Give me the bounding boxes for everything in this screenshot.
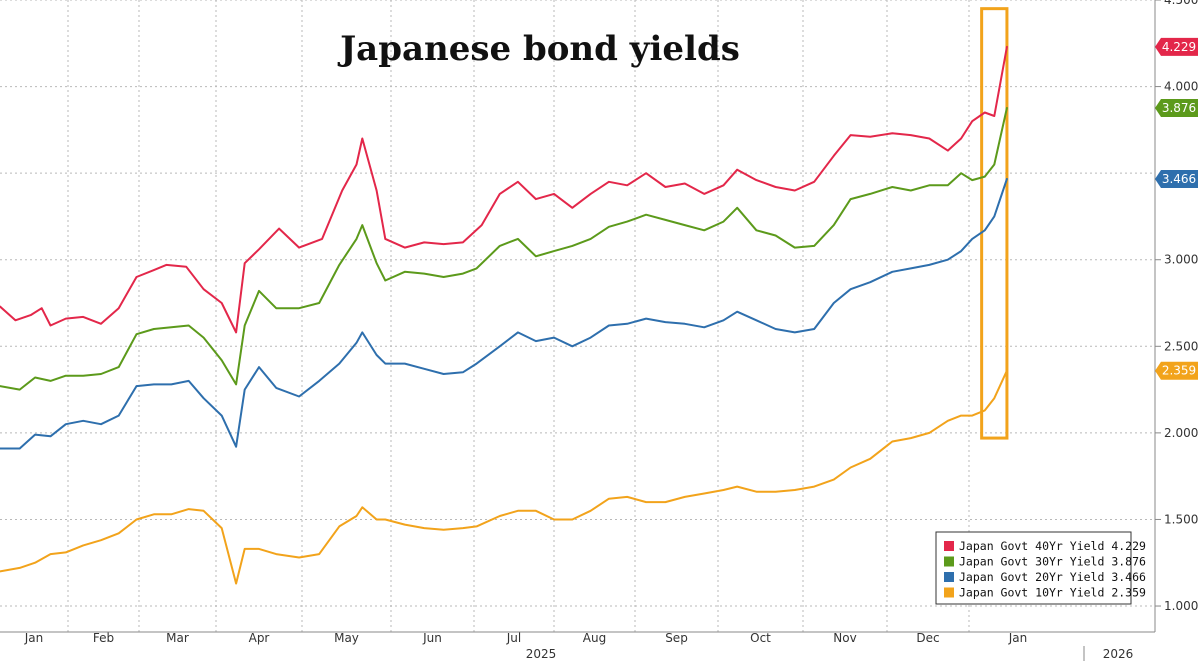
- y-tick-label: 2.500: [1164, 339, 1198, 353]
- last-value-tags: 4.229 3.876 3.466 2.359: [1155, 37, 1198, 380]
- last-value-tag: 2.359: [1155, 361, 1198, 380]
- legend-box: [935, 531, 1132, 605]
- x-tick-label: Jul: [506, 631, 521, 645]
- legend: Japan Govt 40Yr Yield 4.229 Japan Govt 30…: [935, 531, 1146, 605]
- last-value-tag: 4.229: [1155, 37, 1198, 56]
- legend-swatch: [944, 556, 954, 567]
- last-value-label: 3.876: [1162, 101, 1196, 115]
- series-line: [0, 45, 1008, 334]
- legend-item: Japan Govt 40Yr Yield 4.229: [944, 539, 1146, 553]
- legend-label: Japan Govt 20Yr Yield 3.466: [959, 570, 1146, 584]
- x-tick-label: Oct: [750, 631, 771, 645]
- x-tick-label: Jun: [422, 631, 442, 645]
- x-year-label: 2025: [526, 647, 557, 661]
- series-line: [0, 107, 1008, 391]
- highlight-layer: [980, 7, 1009, 440]
- y-tick-label: 1.500: [1164, 512, 1198, 526]
- last-value-tag: 3.466: [1155, 170, 1198, 189]
- legend-item: Japan Govt 10Yr Yield 2.359: [944, 586, 1146, 600]
- series-layer: [0, 45, 1008, 585]
- y-axis: 1.000 1.500 2.000 2.500 3.000 4.000 4.500: [1155, 0, 1198, 613]
- legend-swatch: [944, 541, 954, 551]
- x-tick-label: May: [334, 631, 359, 645]
- y-tick-label: 4.500: [1164, 0, 1198, 7]
- series-line: [0, 178, 1008, 450]
- y-tick-label: 3.000: [1164, 253, 1198, 267]
- x-tick-label: Mar: [166, 631, 189, 645]
- highlight-box: [980, 7, 1009, 440]
- grid-layer: [0, 0, 1155, 632]
- legend-label: Japan Govt 30Yr Yield 3.876: [959, 555, 1146, 569]
- last-value-tag-bg: [1155, 37, 1198, 56]
- legend-label: Japan Govt 40Yr Yield 4.229: [959, 539, 1146, 553]
- x-tick-label: Aug: [583, 631, 606, 645]
- legend-swatch: [944, 587, 954, 598]
- x-tick-label: Apr: [249, 631, 270, 645]
- legend-item: Japan Govt 30Yr Yield 3.876: [944, 555, 1146, 569]
- series-line: [0, 369, 1008, 585]
- x-year-label: 2026: [1103, 647, 1134, 661]
- y-tick-label: 1.000: [1164, 599, 1198, 613]
- last-value-tag-bg: [1155, 99, 1198, 118]
- x-tick-label: Jan: [24, 631, 44, 645]
- last-value-label: 4.229: [1162, 40, 1196, 54]
- y-tick-label: 4.000: [1164, 80, 1198, 94]
- x-axis: Jan Feb Mar Apr May Jun Jul Aug Sep Oct Nov Dec Jan 2…: [24, 631, 1134, 661]
- last-value-label: 3.466: [1162, 172, 1196, 186]
- y-tick-label: 2.000: [1164, 426, 1198, 440]
- last-value-tag: 3.876: [1155, 99, 1198, 118]
- last-value-label: 2.359: [1162, 364, 1196, 378]
- x-tick-label: Nov: [833, 631, 856, 645]
- chart-title: Japanese bond yields: [337, 29, 740, 69]
- legend-item: Japan Govt 20Yr Yield 3.466: [944, 570, 1146, 584]
- x-tick-label: Jan: [1008, 631, 1028, 645]
- x-tick-label: Dec: [916, 631, 939, 645]
- last-value-tag-bg: [1155, 361, 1198, 380]
- legend-label: Japan Govt 10Yr Yield 2.359: [959, 586, 1146, 600]
- legend-swatch: [944, 572, 954, 582]
- x-tick-label: Sep: [665, 631, 688, 645]
- x-tick-label: Feb: [93, 631, 114, 645]
- last-value-tag-bg: [1155, 170, 1198, 189]
